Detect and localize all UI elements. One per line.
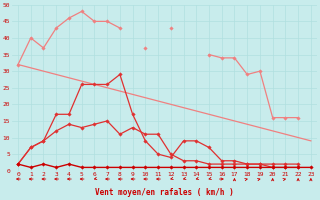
X-axis label: Vent moyen/en rafales ( km/h ): Vent moyen/en rafales ( km/h ) <box>95 188 234 197</box>
